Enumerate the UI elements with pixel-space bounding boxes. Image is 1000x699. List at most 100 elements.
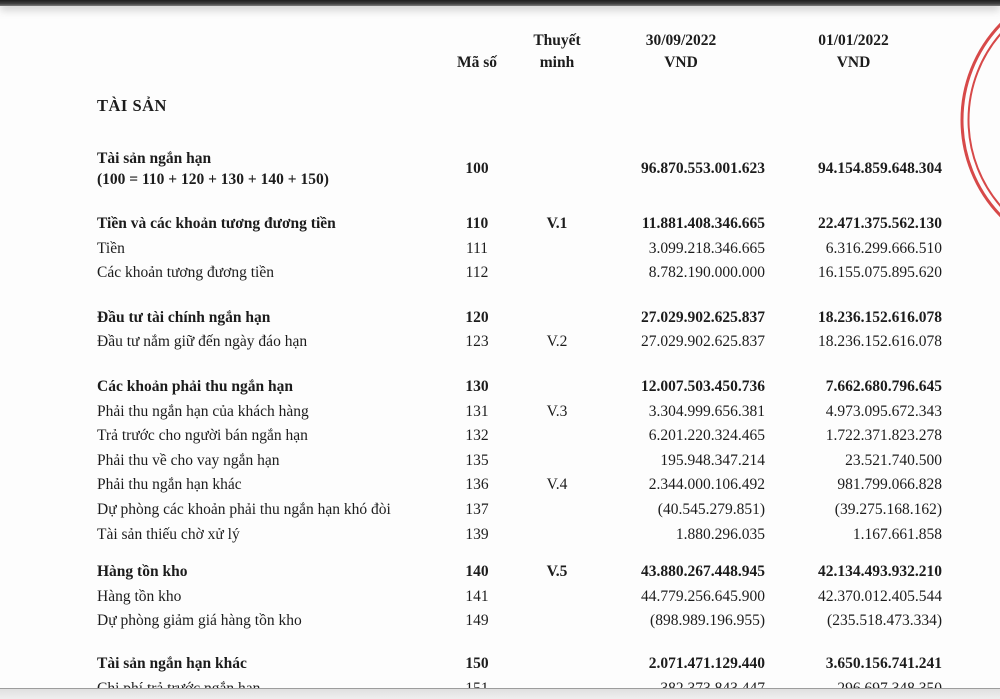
row-value-prior: (39.275.168.162) bbox=[834, 500, 942, 518]
row-value-current: 27.029.902.625.837 bbox=[641, 308, 765, 326]
row-label: Tài sản ngắn hạn khác bbox=[97, 654, 247, 672]
row-label: Các khoản phải thu ngắn hạn bbox=[97, 377, 293, 395]
page-title: TÀI SẢN bbox=[97, 96, 167, 115]
row-value-current: 11.881.408.346.665 bbox=[641, 215, 765, 232]
row-note bbox=[517, 261, 597, 286]
row-note: V.4 bbox=[546, 476, 568, 494]
table-row: Dự phòng các khoản phải thu ngắn hạn khó… bbox=[97, 498, 1000, 523]
row-value-current: (898.989.196.955) bbox=[650, 612, 765, 630]
header-code: Mã số bbox=[456, 54, 498, 71]
row-code: 123 bbox=[465, 333, 489, 351]
row-value-current: (40.545.279.851) bbox=[657, 500, 765, 518]
header-date-current: 30/09/2022 VND bbox=[597, 30, 765, 74]
row-value-prior: 42.370.012.405.544 bbox=[818, 587, 942, 605]
row-note: V.1 bbox=[546, 215, 568, 232]
row-value-current: 2.344.000.106.492 bbox=[648, 476, 765, 494]
row-value-current: 1.880.296.035 bbox=[675, 525, 765, 543]
row-label: Tài sản ngắn hạn (100 = 110 + 120 + 130 … bbox=[97, 148, 437, 190]
company-stamp: . ★ M.S.D.N bbox=[960, 22, 1000, 218]
row-code: 135 bbox=[465, 451, 489, 469]
row-value-current: 43.880.267.448.945 bbox=[641, 563, 765, 581]
row-value-prior: 18.236.152.616.078 bbox=[818, 308, 942, 326]
row-code: 139 bbox=[465, 525, 489, 543]
header-date-prior: 01/01/2022 VND bbox=[765, 30, 942, 74]
row-label: Tiền bbox=[97, 239, 125, 257]
table-row: Phải thu ngắn hạn khác 136 V.4 2.344.000… bbox=[97, 473, 1000, 498]
row-label: Tiền và các khoản tương đương tiền bbox=[97, 215, 336, 232]
row-value-prior: 981.799.066.828 bbox=[837, 476, 942, 494]
row-note bbox=[517, 498, 597, 523]
row-label: Đầu tư nắm giữ đến ngày đáo hạn bbox=[97, 333, 308, 351]
table-row: Các khoản tương đương tiền 112 8.782.190… bbox=[97, 261, 1000, 286]
row-value-prior: (235.518.473.334) bbox=[827, 612, 942, 630]
row-code: 140 bbox=[465, 563, 489, 581]
table-header-row: Mã số Thuyết minh 30/09/2022 VND 01/01/2… bbox=[97, 30, 1000, 74]
row-note bbox=[517, 375, 597, 400]
row-value-current: 3.304.999.656.381 bbox=[648, 402, 765, 420]
header-date-prior-unit: VND bbox=[836, 54, 871, 71]
row-value-prior: 7.662.680.796.645 bbox=[825, 377, 942, 395]
row-code: 149 bbox=[465, 612, 489, 630]
row-code: 137 bbox=[465, 500, 489, 518]
row-label-line1: Tài sản ngắn hạn bbox=[97, 150, 212, 167]
row-note bbox=[517, 652, 597, 677]
row-value-prior: 6.316.299.666.510 bbox=[825, 239, 942, 257]
row-label: Phải thu về cho vay ngắn hạn bbox=[97, 451, 280, 469]
table-row: Tài sản thiếu chờ xử lý 139 1.880.296.03… bbox=[97, 523, 1000, 548]
table-row: Dự phòng giảm giá hàng tồn kho 149 (898.… bbox=[97, 609, 1000, 634]
row-code: 130 bbox=[465, 377, 489, 395]
row-label: Tài sản thiếu chờ xử lý bbox=[97, 525, 240, 543]
row-code: 136 bbox=[465, 476, 489, 494]
row-value-prior: 4.973.095.672.343 bbox=[825, 402, 942, 420]
row-note bbox=[517, 424, 597, 449]
scan-bottom-edge bbox=[0, 688, 1000, 699]
row-value-prior: 16.155.075.895.620 bbox=[818, 264, 942, 282]
row-code: 110 bbox=[465, 215, 489, 232]
header-date-current-unit: VND bbox=[664, 54, 698, 71]
row-value-prior: 3.650.156.741.241 bbox=[825, 654, 942, 672]
header-note-line2: minh bbox=[539, 54, 575, 71]
balance-sheet-table: Mã số Thuyết minh 30/09/2022 VND 01/01/2… bbox=[0, 30, 1000, 699]
row-value-current: 27.029.902.625.837 bbox=[641, 333, 765, 351]
row-code: 132 bbox=[465, 427, 489, 445]
row-value-current: 44.779.256.645.900 bbox=[641, 587, 765, 605]
row-code: 112 bbox=[465, 264, 489, 282]
row-label: Các khoản tương đương tiền bbox=[97, 264, 274, 282]
header-date-current-date: 30/09/2022 bbox=[645, 32, 717, 49]
row-code: 100 bbox=[465, 159, 489, 177]
row-value-current: 8.782.190.000.000 bbox=[648, 264, 765, 282]
row-label: Dự phòng giảm giá hàng tồn kho bbox=[97, 612, 302, 630]
row-label: Hàng tồn kho bbox=[97, 563, 188, 581]
table-row: Tài sản ngắn hạn khác 150 2.071.471.129.… bbox=[97, 652, 1000, 677]
row-note: V.2 bbox=[546, 333, 568, 351]
row-value-current: 195.948.347.214 bbox=[660, 451, 765, 469]
row-label: Trả trước cho người bán ngắn hạn bbox=[97, 427, 308, 445]
row-code: 111 bbox=[465, 239, 489, 257]
row-note bbox=[517, 148, 597, 190]
row-value-prior: 23.521.740.500 bbox=[845, 451, 942, 469]
row-label: Dự phòng các khoản phải thu ngắn hạn khó… bbox=[97, 500, 391, 518]
row-value-prior: 22.471.375.562.130 bbox=[818, 215, 942, 232]
row-label-line2: (100 = 110 + 120 + 130 + 140 + 150) bbox=[97, 171, 329, 188]
table-row: Tiền 111 3.099.218.346.665 6.316.299.666… bbox=[97, 237, 1000, 262]
row-value-prior: 94.154.859.648.304 bbox=[818, 159, 942, 177]
row-value-current: 6.201.220.324.465 bbox=[648, 427, 765, 445]
table-row: Hàng tồn kho 140 V.5 43.880.267.448.945 … bbox=[97, 560, 1000, 585]
row-note: V.5 bbox=[546, 563, 568, 581]
row-value-prior: 1.722.371.823.278 bbox=[825, 427, 942, 445]
table-row: Đầu tư tài chính ngắn hạn 120 27.029.902… bbox=[97, 306, 1000, 331]
header-note-line1: Thuyết bbox=[533, 32, 581, 49]
table-row: Phải thu về cho vay ngắn hạn 135 195.948… bbox=[97, 449, 1000, 474]
row-note bbox=[517, 523, 597, 548]
row-value-current: 2.071.471.129.440 bbox=[648, 654, 765, 672]
table-row: Đầu tư nắm giữ đến ngày đáo hạn 123 V.2 … bbox=[97, 330, 1000, 355]
row-code: 131 bbox=[465, 402, 489, 420]
row-code: 150 bbox=[465, 654, 489, 672]
row-value-prior: 1.167.661.858 bbox=[852, 525, 942, 543]
table-row: Hàng tồn kho 141 44.779.256.645.900 42.3… bbox=[97, 585, 1000, 610]
row-note: V.3 bbox=[546, 402, 568, 420]
row-label: Hàng tồn kho bbox=[97, 587, 182, 605]
row-note bbox=[517, 449, 597, 474]
row-value-current: 12.007.503.450.736 bbox=[641, 377, 765, 395]
